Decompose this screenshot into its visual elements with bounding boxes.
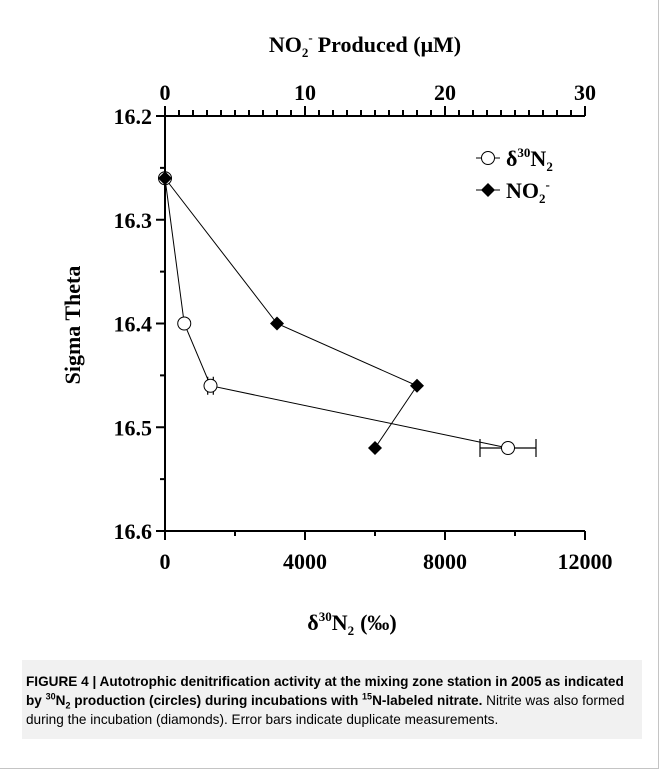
x-bottom-tick-label: 0 — [160, 549, 171, 574]
series-line-0 — [164, 178, 509, 449]
y-tick-label: 16.4 — [114, 312, 153, 337]
point-diamond — [158, 171, 172, 186]
caption-figure-label: FIGURE 4 | Autotrophic denitrification a… — [26, 674, 624, 708]
point-circle — [177, 316, 192, 331]
axes: 16.2 16.3 16.4 16.5 16.6 0 4000 8000 12000 0 10 20 3… — [114, 80, 613, 574]
legend-label-no2: NO2- — [506, 177, 550, 206]
markers — [158, 171, 537, 457]
caption-body: Nitrite was also formed during the incub… — [26, 693, 625, 727]
x-bottom-tick-label: 8000 — [423, 549, 467, 574]
series-line-1 — [164, 177, 418, 449]
x-bottom-axis-label: δ30N2 (‰) — [307, 609, 396, 638]
point-diamond — [368, 441, 382, 455]
series-lines — [164, 177, 509, 449]
x-top-tick-label: 0 — [160, 80, 171, 105]
legend-label-d30n2: δ30N2 — [506, 145, 553, 174]
caption-bold-mid: production (circles) during incubations … — [74, 693, 359, 708]
legend-circle-marker — [481, 151, 495, 165]
point-diamond — [410, 378, 424, 393]
x-bottom-tick-label: 12000 — [558, 549, 613, 574]
y-tick-label: 16.6 — [114, 519, 153, 544]
legend-diamond-marker — [481, 183, 495, 197]
y-tick-label: 16.5 — [114, 415, 153, 440]
x-top-axis-label: NO2- Produced (μM) — [269, 30, 461, 60]
y-tick-label: 16.3 — [114, 208, 153, 233]
x-bottom-tick-label: 4000 — [283, 549, 327, 574]
x-top-tick-label: 20 — [434, 80, 456, 105]
x-top-tick-label: 10 — [294, 80, 316, 105]
y-tick-label: 16.2 — [114, 104, 153, 129]
legend: δ30N2 NO2- — [476, 145, 553, 206]
x-top-tick-label: 30 — [574, 80, 596, 105]
y-axis-label: Sigma Theta — [60, 266, 85, 385]
point-circle — [203, 378, 218, 393]
point-diamond — [270, 316, 284, 331]
chart: 16.2 16.3 16.4 16.5 16.6 0 4000 8000 12000 0 10 20 3… — [60, 30, 613, 638]
point-circle — [501, 441, 515, 455]
figure-caption: FIGURE 4 | Autotrophic denitrification a… — [22, 660, 642, 739]
